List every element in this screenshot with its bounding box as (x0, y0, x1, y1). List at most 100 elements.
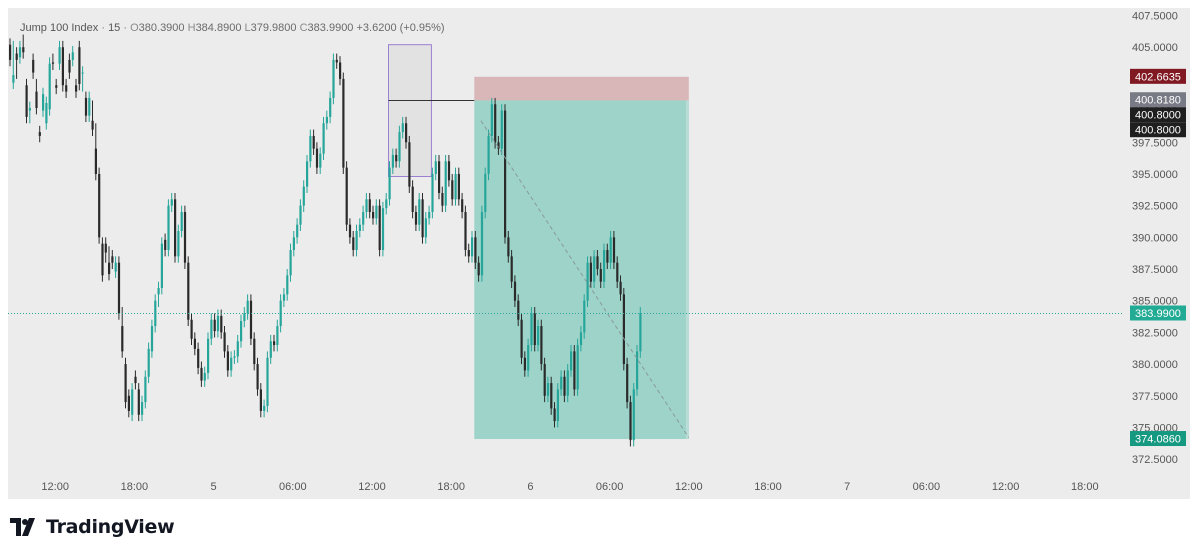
candle (626, 357, 629, 409)
candle (22, 34, 25, 59)
candle (603, 243, 606, 289)
candle-body (315, 148, 319, 168)
candle-body (216, 315, 220, 332)
candle-body (474, 237, 477, 263)
candle (286, 269, 289, 301)
candle (335, 53, 338, 69)
candle (65, 78, 68, 98)
candle (513, 275, 517, 308)
candle (477, 256, 480, 282)
candle-body (619, 281, 622, 295)
position-tool[interactable] (474, 76, 689, 440)
candle (606, 243, 609, 270)
candle (259, 383, 262, 418)
candle (309, 129, 312, 168)
badge-text: 400.8000 (1135, 125, 1181, 137)
candle (256, 357, 259, 396)
candle (355, 224, 358, 257)
chart-area[interactable]: 407.5000405.0000402.5000400.0000397.5000… (8, 8, 1190, 499)
badge-text: 383.9900 (1135, 308, 1181, 320)
price-badge-target: 374.0860 (1130, 431, 1186, 447)
candle-body (157, 288, 160, 295)
candle (507, 230, 510, 263)
candle (362, 205, 365, 231)
candle-body (563, 376, 566, 396)
candle (464, 205, 467, 257)
candle (345, 161, 348, 231)
candle-body (150, 326, 154, 352)
x-tick-label: 12:00 (358, 481, 386, 493)
candle (358, 218, 361, 238)
candle (226, 345, 229, 377)
candle-body (302, 186, 305, 206)
badge-bg (1130, 92, 1186, 108)
candle-body (395, 154, 398, 162)
candle (454, 167, 457, 206)
candle (230, 351, 233, 377)
footer-branding[interactable]: TradingView (10, 514, 175, 540)
candle (457, 167, 460, 206)
candle (329, 91, 332, 124)
interval-value[interactable]: 15 (108, 22, 121, 34)
candle-body (200, 367, 203, 381)
candle (474, 230, 477, 270)
candle (111, 250, 114, 270)
candle (434, 154, 437, 181)
candle-body (447, 161, 451, 181)
time-axis[interactable]: 12:00 18:00 5 06:00 12:00 18:00 6 06:00 12:00 18:… (41, 481, 1098, 493)
candle-body (91, 120, 94, 130)
x-tick-label: 12:00 (41, 481, 69, 493)
candle-body (570, 351, 573, 371)
candle (246, 294, 249, 320)
candle-body (494, 104, 497, 143)
candle (315, 142, 319, 174)
candle-body (25, 85, 28, 117)
candle-body (632, 389, 635, 441)
candle-body (309, 135, 312, 162)
candle-body (431, 173, 434, 212)
candle-body (500, 110, 503, 149)
price-badge-entry-close: 400.8000 (1130, 122, 1186, 138)
chart-canvas[interactable]: 407.5000405.0000402.5000400.0000397.5000… (8, 8, 1190, 499)
candle-body (174, 199, 177, 257)
candle (104, 237, 107, 263)
badge-bg (1130, 431, 1186, 447)
candle-body (299, 205, 302, 225)
candle (325, 110, 328, 130)
candle-body (98, 173, 101, 238)
symbol-name[interactable]: Jump 100 Index (20, 22, 99, 34)
candle-body (81, 72, 84, 74)
candle (550, 376, 553, 415)
x-tick-label: 6 (527, 481, 533, 493)
candle-body (75, 85, 78, 92)
candle (273, 334, 276, 352)
candle-body (543, 364, 546, 396)
candle (101, 237, 104, 282)
candle (94, 123, 97, 181)
legend-separator: · (98, 22, 109, 34)
open-label: O (130, 22, 139, 34)
candle (147, 342, 150, 384)
candle (461, 192, 464, 219)
candle (207, 332, 210, 380)
candle (556, 383, 559, 428)
candle-body (289, 250, 292, 276)
candle (253, 332, 256, 371)
candle-body (391, 154, 394, 168)
candle-body (622, 294, 625, 365)
price-badge-entry: 400.8000 (1130, 107, 1186, 123)
candle (520, 313, 523, 365)
candle (599, 262, 602, 289)
candle-body (203, 372, 206, 381)
candle-body (533, 313, 536, 346)
x-tick-label: 12:00 (992, 481, 1020, 493)
candle (141, 395, 144, 422)
candle (269, 334, 272, 365)
badge-text: 400.8000 (1135, 110, 1181, 122)
candle-body (240, 320, 243, 342)
candle (117, 256, 121, 320)
candle (249, 294, 253, 346)
candle-body (187, 262, 190, 320)
candle-body (573, 351, 576, 390)
candle-body (263, 405, 266, 411)
